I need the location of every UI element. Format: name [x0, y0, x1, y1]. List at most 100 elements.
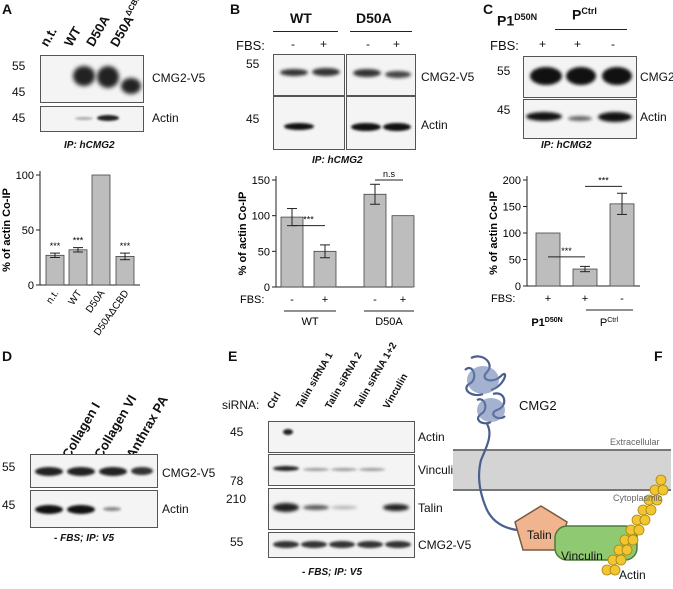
group-label: PCtrl: [600, 317, 619, 329]
blot-b-cmg2-d50a: [346, 54, 416, 96]
mw-45: 45: [497, 103, 511, 117]
mw-45: 45: [230, 425, 244, 439]
y-tick-label: 150: [252, 175, 270, 187]
mw-55: 55: [497, 64, 511, 78]
blot-c-cmg2: [523, 56, 637, 98]
mw-55: 55: [246, 57, 260, 71]
blot-e-talin: [268, 488, 415, 530]
vinculin-label: Vinculin: [561, 549, 603, 563]
group-line-d50a: [350, 31, 412, 32]
fbs-label: FBS:: [491, 293, 515, 305]
significance-label: ***: [73, 236, 84, 246]
significance-label: ***: [120, 241, 131, 251]
x-tick-label: -: [373, 294, 377, 306]
group-label: WT: [301, 316, 318, 328]
group-label: P1D50N: [531, 317, 562, 329]
group-label-p1: P1: [497, 12, 515, 29]
actin-label: Actin: [619, 568, 646, 582]
bar: [68, 249, 88, 286]
label-cmg2-v5: CMG2-V5: [421, 70, 475, 84]
label-vinculin: Vinculin: [418, 463, 460, 477]
blot-e-vinculin: [268, 454, 415, 486]
group-label-d50n-sup: D50N: [514, 12, 538, 22]
cmg2-label: CMG2: [519, 398, 557, 413]
fbs-value: +: [320, 37, 328, 51]
group-label-ctrl-sup: Ctrl: [581, 6, 597, 16]
x-tick-label: WT: [67, 288, 85, 307]
blot-a-actin: [40, 106, 144, 132]
mw-210: 210: [226, 492, 247, 506]
blot-e-cmg2-v5: [268, 532, 415, 558]
group-label-sup: Ctrl: [607, 317, 618, 324]
group-label-d50a: D50A: [356, 10, 392, 26]
mw-45: 45: [246, 112, 260, 126]
label-talin: Talin: [418, 501, 443, 515]
significance-label: ***: [561, 246, 572, 256]
bar: [535, 232, 561, 287]
panel-c-letter: C: [483, 1, 494, 17]
y-tick-label: 0: [264, 282, 270, 294]
extracellular-label: Extracellular: [610, 437, 660, 447]
group-label-p: P: [572, 6, 582, 23]
panel-a-letter: A: [2, 1, 13, 17]
blot-e-actin: [268, 421, 415, 453]
label-cmg2-v5: CMG2-V5: [152, 71, 206, 85]
mw-78: 78: [230, 474, 244, 488]
y-tick-label: 0: [28, 280, 34, 292]
group-label-p1-d50n: P1D50N: [497, 12, 537, 29]
blot-a-cmg2: [40, 55, 144, 103]
label-actin: Actin: [640, 110, 667, 124]
label-actin: Actin: [421, 118, 448, 132]
group-line-pctrl: [555, 29, 627, 30]
label-actin: Actin: [418, 430, 445, 444]
blot-c-actin: [523, 99, 637, 139]
bar: [280, 216, 304, 288]
x-tick-label: -: [620, 293, 624, 305]
group-label-sup: D50N: [545, 317, 563, 324]
label-cmg2-v5: CMG2-V5: [162, 466, 216, 480]
significance-label: n.s: [383, 169, 396, 179]
y-tick-label: 150: [503, 202, 521, 214]
panel-e-letter: E: [228, 348, 238, 364]
significance-label: ***: [50, 241, 61, 251]
cmg2-schematic: [453, 355, 671, 576]
y-tick-label: 200: [503, 175, 521, 187]
y-tick-label: 50: [509, 255, 521, 267]
ip-caption: - FBS; IP: V5: [302, 567, 363, 578]
cmg2-protein-fill: [467, 366, 505, 422]
y-tick-label: 50: [258, 246, 270, 258]
fbs-value: +: [539, 37, 547, 51]
x-tick-label: +: [582, 293, 588, 305]
significance-label: ***: [598, 175, 609, 185]
ip-caption: - FBS; IP: V5: [54, 533, 115, 544]
fbs-value: -: [611, 37, 615, 51]
ip-caption: IP: hCMG2: [541, 140, 592, 151]
cytoplasmic-label: Cytoplasmic: [613, 493, 663, 503]
ip-caption: IP: hCMG2: [312, 155, 363, 166]
label-actin: Actin: [162, 502, 189, 516]
x-tick-label: +: [545, 293, 551, 305]
label-cmg2: CMG2: [640, 70, 673, 84]
panel-d-letter: D: [2, 348, 13, 364]
panel-b-letter: B: [230, 1, 241, 17]
mw-45-actin: 45: [12, 111, 26, 125]
label-actin: Actin: [152, 111, 179, 125]
bar: [115, 255, 135, 286]
blot-d-cmg2: [30, 454, 158, 488]
fbs-value: +: [393, 37, 401, 51]
y-tick-label: 100: [16, 170, 34, 182]
bar: [45, 254, 65, 286]
fbs-label: FBS:: [240, 294, 264, 306]
group-label: D50A: [375, 316, 403, 328]
y-axis-label: % of actin Co-IP: [1, 188, 13, 272]
group-label-pctrl: PCtrl: [572, 6, 597, 23]
blot-b-actin-wt: [273, 96, 345, 150]
x-tick-label: +: [400, 294, 406, 306]
bar: [391, 215, 415, 288]
ip-caption: IP: hCMG2: [64, 140, 115, 151]
y-tick-label: 0: [515, 281, 521, 293]
x-tick-label: D50A: [84, 288, 108, 315]
blot-d-actin: [30, 490, 158, 528]
talin-shape: [514, 505, 568, 551]
